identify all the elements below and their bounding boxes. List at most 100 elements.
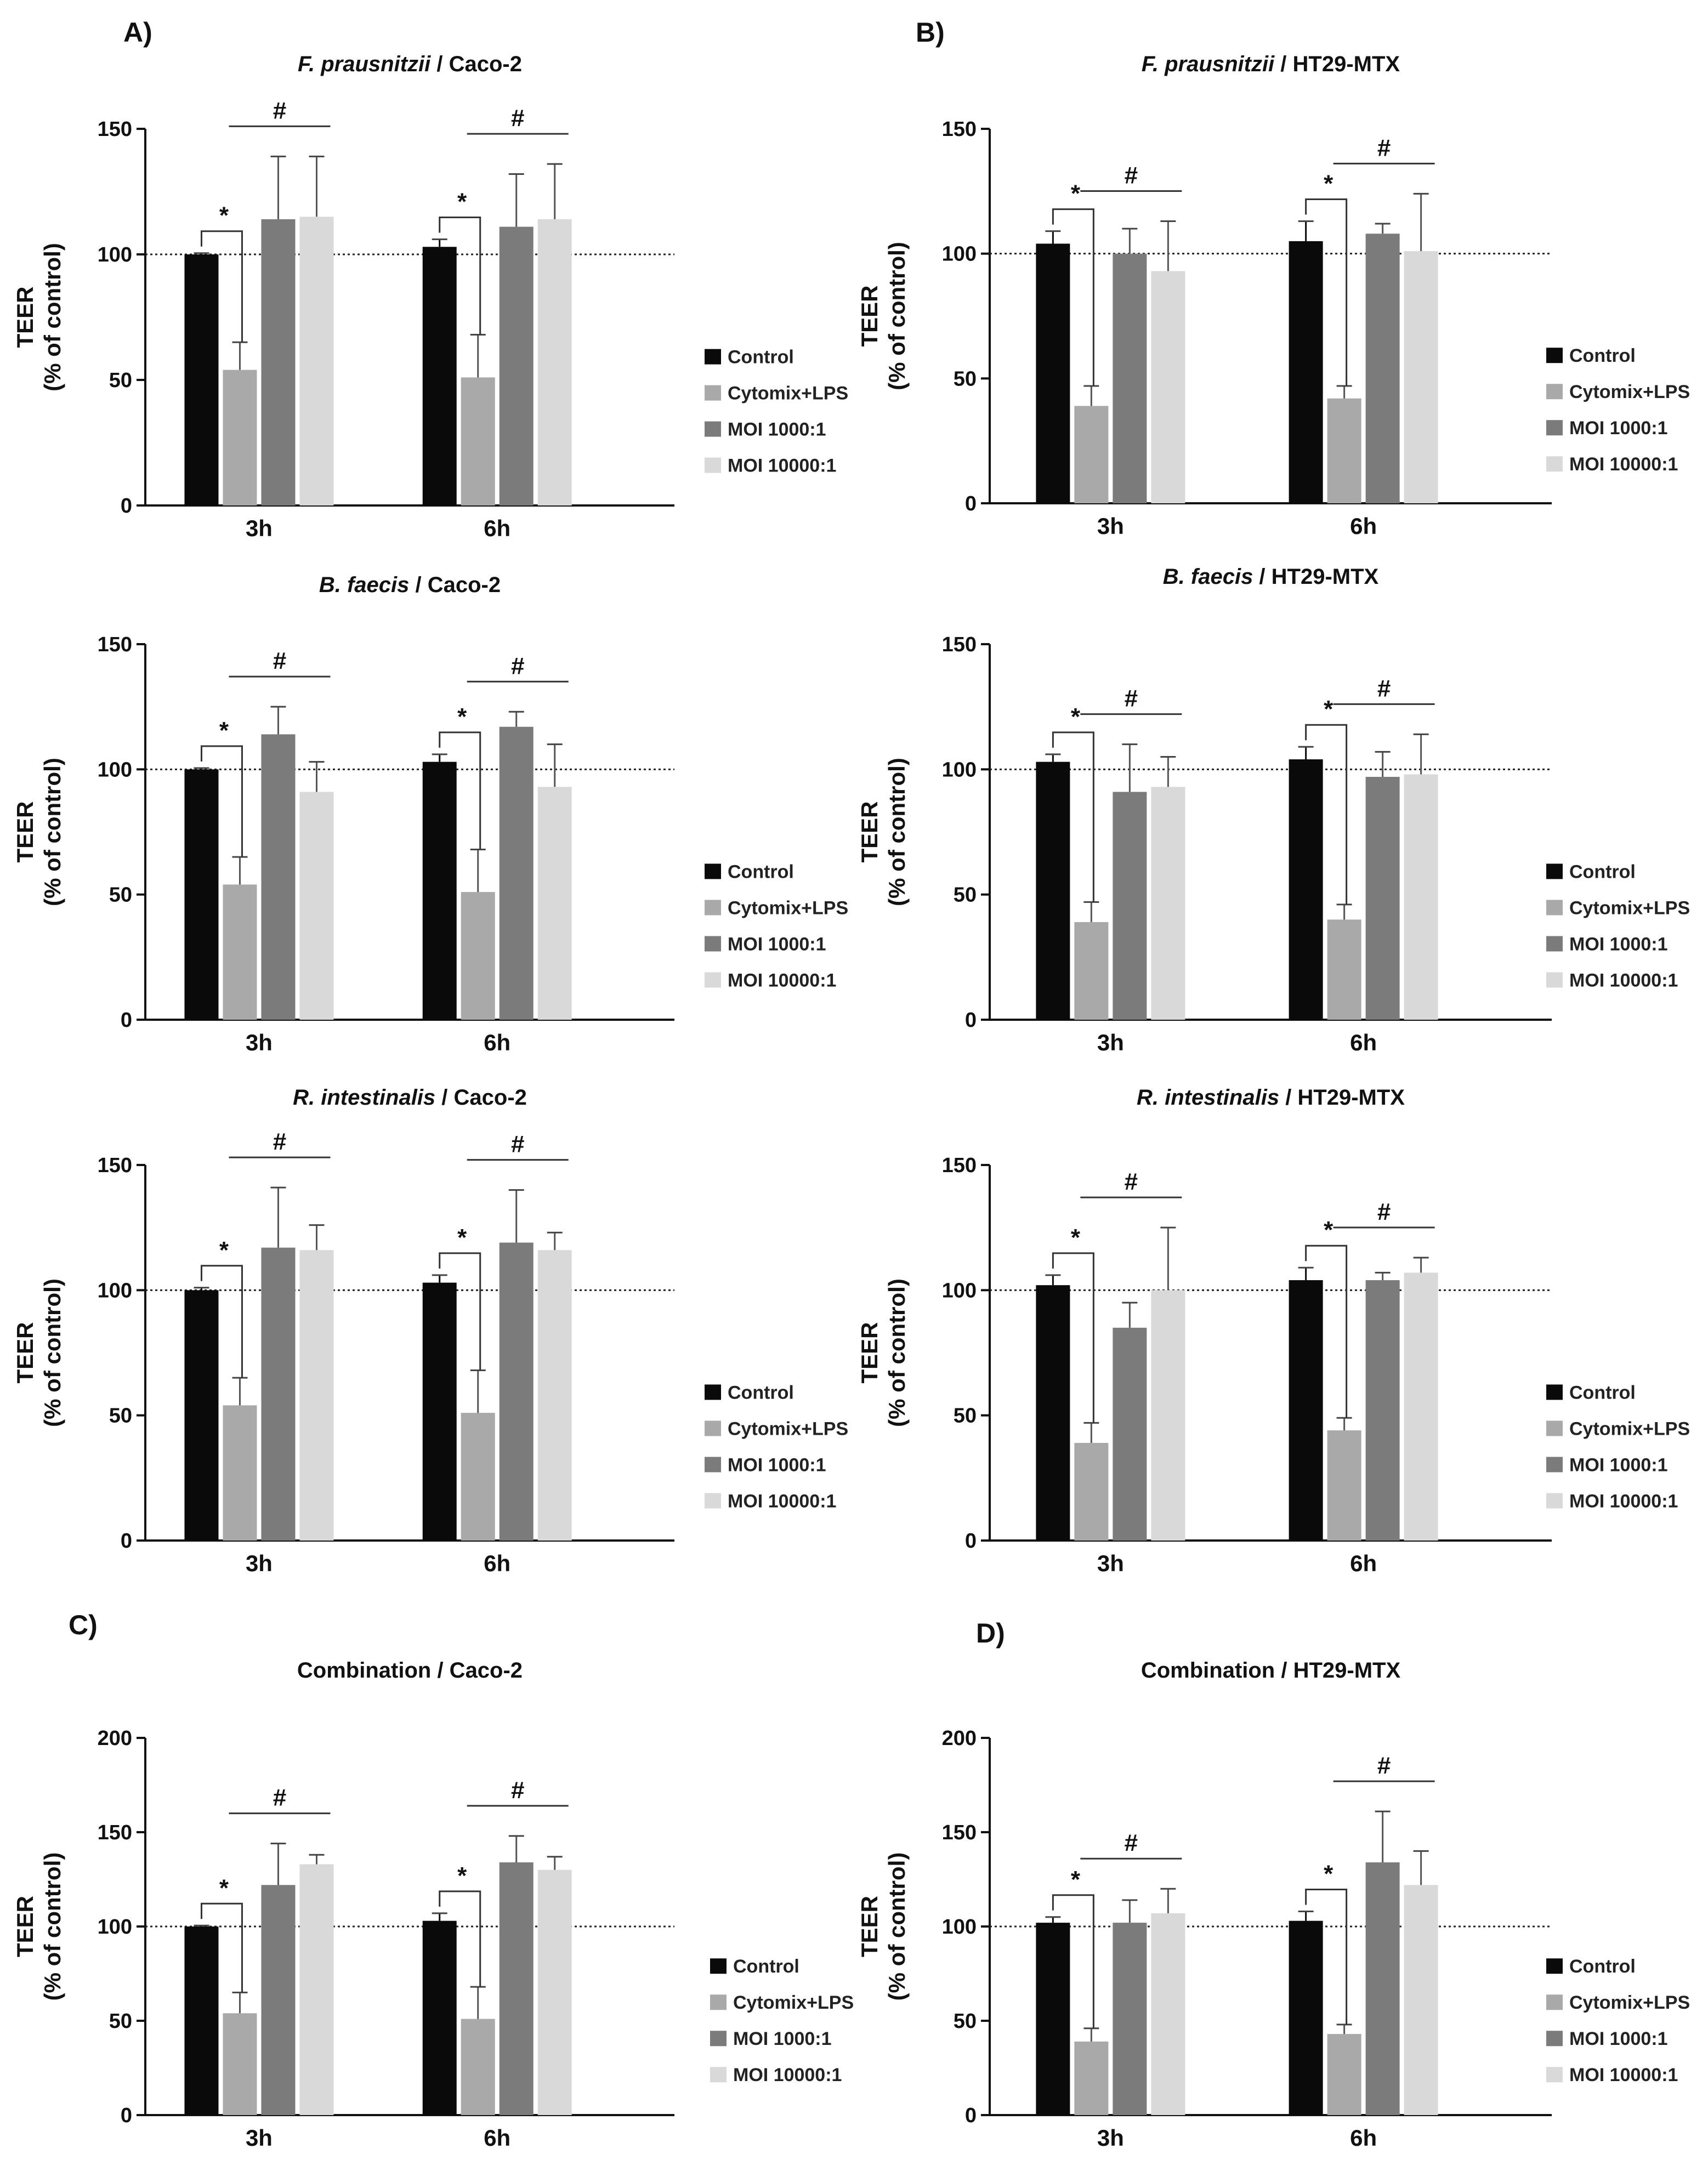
bar-moi-1000-1 [499,1242,534,1541]
bar-cytomix-lps [1327,2034,1361,2115]
legend-swatch [705,936,721,952]
x-tick-label: 3h [246,1550,273,1576]
significance-bracket [200,1265,243,1378]
significance-bracket [1305,1888,1348,2025]
significance-bracket [200,230,243,343]
y-tick-label: 150 [942,1821,977,1844]
significance-bracket [1052,1252,1094,1423]
y-tick-label: 150 [942,118,977,141]
bar-moi-1000-1 [261,219,296,505]
y-axis-label-line1: TEER [12,1322,38,1383]
legend-swatch [1546,900,1563,916]
chart-title-rest: / Caco-2 [430,52,522,76]
legend-swatch [705,385,721,401]
y-axis-label-line2: (% of control) [884,1278,910,1427]
bar-moi-1000-1 [1113,792,1147,1020]
legend-label: MOI 10000:1 [1569,2065,1678,2085]
bar-cytomix-lps [1327,919,1361,1020]
y-tick-label: 150 [98,118,132,141]
bar-moi-10000-1 [1404,774,1438,1020]
chart-title: Combination / Caco-2 [297,1658,523,1683]
chart-panel-2: F. prausnitzii / HT29-MTX TEER(% of contr… [856,52,1690,539]
legend-label: Cytomix+LPS [1569,897,1690,918]
bar-cytomix-lps [1074,2041,1109,2115]
significance-bracket [1052,208,1094,386]
legend-label: Control [1569,1382,1636,1403]
legend-swatch [710,2031,727,2047]
y-tick-label: 100 [98,1916,132,1939]
x-tick-label: 6h [1350,1550,1377,1576]
legend-label: MOI 1000:1 [728,934,826,954]
significance-star: * [1324,696,1334,723]
panel-label-c: C) [69,1610,98,1640]
chart-title: R. intestinalis / HT29-MTX [1137,1086,1405,1110]
legend-swatch [705,1384,721,1400]
y-tick-label: 200 [98,1727,132,1750]
significance-star: * [457,189,467,215]
y-axis-label: TEER(% of control) [856,758,910,906]
bar-cytomix-lps [1074,406,1109,503]
y-tick-label: 50 [109,884,132,907]
bar-moi-1000-1 [261,734,296,1020]
significance-hash: # [511,105,524,132]
bar-moi-10000-1 [1151,1913,1185,2115]
significance-hash: # [1125,685,1138,712]
legend-label: MOI 1000:1 [733,2028,832,2049]
significance-bracket [200,745,243,857]
x-tick-label: 3h [246,1030,273,1055]
bar-moi-1000-1 [1365,234,1400,503]
y-tick-label: 0 [121,1530,132,1553]
significance-star: * [457,1224,467,1251]
y-tick-label: 100 [942,1279,977,1302]
chart-title-rest: / Caco-2 [435,1086,527,1110]
legend-swatch [710,1958,727,1974]
x-tick-label: 6h [484,1030,510,1055]
chart-panel-5: R. intestinalis / Caco-2 TEER(% of contro… [12,1086,848,1576]
bar-control [1289,1280,1323,1541]
significance-hash: # [273,1784,286,1811]
legend-label: MOI 10000:1 [733,2065,842,2085]
y-tick-label: 150 [98,1154,132,1177]
y-tick-label: 150 [98,1821,132,1844]
y-tick-label: 50 [954,2010,977,2033]
legend-label: Cytomix+LPS [1569,382,1690,402]
chart-title-italic: R. intestinalis [1137,1086,1279,1110]
legend-swatch [710,1994,727,2010]
legend-swatch [705,421,721,437]
chart-panel-4: B. faecis / HT29-MTX TEER(% of control) 0 5… [856,565,1690,1055]
y-tick-label: 0 [965,2104,977,2127]
significance-star: * [219,717,229,744]
legend-swatch [705,1420,721,1436]
legend-swatch [1546,972,1563,988]
bar-moi-1000-1 [1365,777,1400,1020]
y-axis-label-line1: TEER [12,801,38,862]
x-tick-label: 3h [1097,1030,1124,1055]
significance-star: * [1071,180,1081,207]
legend-label: MOI 10000:1 [1569,454,1678,475]
bar-moi-1000-1 [1113,1923,1147,2115]
significance-star: * [219,1237,229,1264]
significance-hash: # [511,652,524,679]
y-axis-label-line1: TEER [12,286,38,348]
y-axis-label-line1: TEER [856,801,882,862]
bar-moi-1000-1 [261,1885,296,2115]
chart-title-rest: Combination / HT29-MTX [1141,1658,1401,1683]
y-tick-label: 100 [942,758,977,781]
y-tick-label: 0 [121,495,132,518]
bar-control [1036,243,1070,503]
y-axis-label-line1: TEER [856,1322,882,1383]
legend-label: Control [728,1382,794,1403]
legend-swatch [1546,420,1563,436]
bar-moi-10000-1 [299,792,334,1020]
chart-title: R. intestinalis / Caco-2 [293,1086,527,1110]
significance-star: * [457,1862,467,1889]
significance-bracket [1052,1894,1094,2028]
y-axis-label-line1: TEER [856,285,882,346]
y-tick-label: 100 [942,1916,977,1939]
bar-control [1289,241,1323,503]
bar-cytomix-lps [1074,922,1109,1020]
y-axis-label-line2: (% of control) [39,1278,65,1427]
y-tick-label: 150 [942,1154,977,1177]
bar-moi-10000-1 [299,1864,334,2115]
bar-cytomix-lps [223,2013,257,2115]
